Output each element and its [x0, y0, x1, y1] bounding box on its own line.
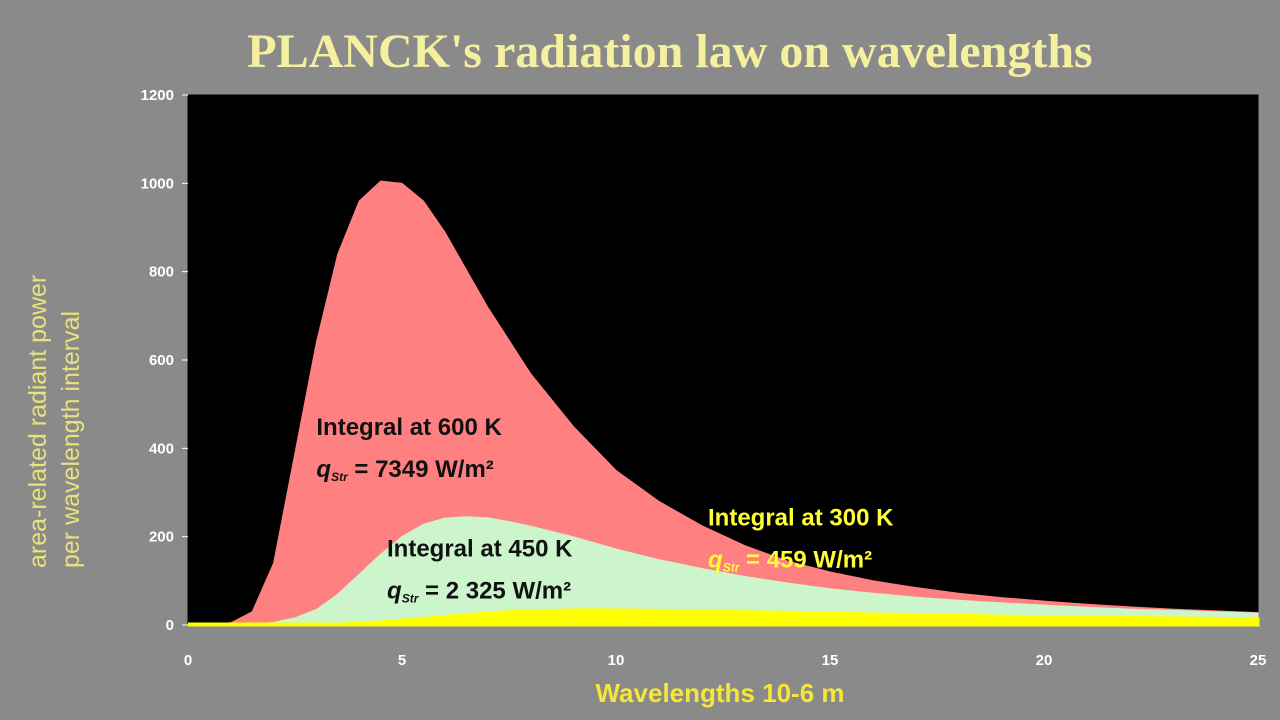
x-tick-label: 20: [1036, 652, 1053, 669]
annotation-title: Integral at 450 K: [387, 536, 573, 563]
y-tick-label: 0: [166, 617, 174, 634]
y-tick-label: 600: [149, 352, 174, 369]
y-tick-label: 1000: [141, 175, 174, 192]
annotation-450k: Integral at 450 K qStr = 2 325 W/m²: [387, 536, 573, 606]
chart-title: PLANCK's radiation law on wavelengths: [247, 25, 1093, 78]
x-tick-label: 0: [184, 652, 192, 669]
annotation-value: qStr = 2 325 W/m²: [387, 578, 571, 606]
y-tick-label: 400: [149, 440, 174, 457]
annotation-title: Integral at 300 K: [708, 505, 894, 532]
y-tick-label: 800: [149, 264, 174, 281]
annotation-300k: Integral at 300 K qStr = 459 W/m²: [708, 505, 894, 575]
x-tick-label: 10: [608, 652, 625, 669]
annotation-600k: Integral at 600 K qStr = 7349 W/m²: [316, 414, 502, 484]
annotation-value: qStr = 7349 W/m²: [316, 456, 493, 484]
y-tick-label: 200: [149, 529, 174, 546]
series-area-450k: [188, 516, 1259, 626]
annotation-value: qStr = 459 W/m²: [708, 547, 872, 575]
x-axis-label: Wavelengths 10-6 m: [595, 678, 845, 708]
annotation-title: Integral at 600 K: [316, 414, 502, 441]
x-tick-label: 25: [1250, 652, 1267, 669]
series-area-600k: [187, 180, 1259, 626]
y-tick-label: 1200: [141, 87, 174, 104]
x-tick-label: 15: [822, 652, 839, 669]
x-tick-label: 5: [398, 652, 406, 669]
